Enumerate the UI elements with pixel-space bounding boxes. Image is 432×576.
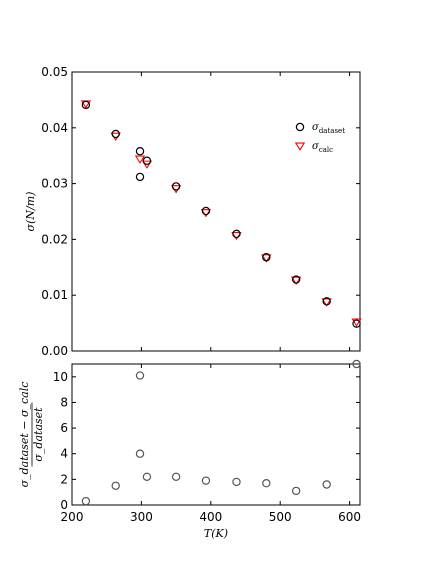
bottom-ytick-label: 8 <box>60 395 68 409</box>
bottom-xtick-label: 600 <box>338 510 361 524</box>
dataset-point <box>111 129 120 139</box>
relative-error-point <box>291 486 301 496</box>
relative-error-point <box>201 476 211 485</box>
dataset-point <box>135 172 145 182</box>
relative-error-point <box>322 480 331 489</box>
dataset-point <box>135 147 145 156</box>
bottom-plot-frame <box>71 363 361 506</box>
relative-error-point <box>135 371 145 380</box>
relative-error-point <box>135 449 145 458</box>
bottom-y-label-denominator: σ_dataset <box>32 407 45 462</box>
dataset-point <box>201 206 211 216</box>
calc-point <box>321 298 332 307</box>
dataset-point <box>171 182 181 191</box>
x-axis-label: T(K) <box>204 527 228 540</box>
relative-error-point <box>262 479 271 488</box>
top-ytick-label: 0.01 <box>41 288 68 302</box>
relative-error-point <box>111 481 120 490</box>
relative-error-point <box>81 496 91 506</box>
dataset-point <box>81 100 91 110</box>
bottom-ytick-label: 10 <box>53 370 68 384</box>
top-y-axis-label: σ(N/m) <box>24 192 37 232</box>
dataset-point <box>291 275 301 284</box>
relative-error-point <box>232 477 241 487</box>
dataset-point <box>352 319 361 328</box>
dataset-point <box>142 156 152 165</box>
calc-point <box>351 318 362 327</box>
bottom-y-axis-label: σ_dataset − σ_calc σ_dataset <box>18 382 45 488</box>
bottom-y-label-numerator: σ_dataset − σ_calc <box>18 382 31 488</box>
legend-dataset-label: σdataset <box>312 122 345 135</box>
bottom-ytick-label: 6 <box>60 421 68 435</box>
legend-calc-marker <box>294 142 306 151</box>
calc-point <box>141 160 153 169</box>
top-ytick-label: 0.04 <box>41 121 68 135</box>
relative-error-point <box>352 359 361 369</box>
bottom-ytick-label: 4 <box>60 447 68 461</box>
calc-point <box>134 155 146 164</box>
calc-point <box>261 254 272 263</box>
calc-point <box>231 232 242 241</box>
top-ytick-label: 0.02 <box>41 232 68 246</box>
bottom-xtick-label: 200 <box>61 510 84 524</box>
top-plot-frame <box>71 71 361 352</box>
bottom-ytick-label: 0 <box>60 498 68 512</box>
legend-dataset-marker <box>295 122 305 132</box>
dataset-point <box>262 253 271 262</box>
top-ytick-label: 0.00 <box>41 344 68 358</box>
relative-error-point <box>142 472 152 481</box>
calc-point <box>290 276 302 285</box>
calc-point <box>200 209 212 218</box>
bottom-xtick-label: 500 <box>269 510 292 524</box>
bottom-xtick-label: 300 <box>130 510 153 524</box>
relative-error-point <box>171 472 181 481</box>
legend-calc-label: σcalc <box>312 141 333 154</box>
bottom-ytick-label: 2 <box>60 472 68 486</box>
top-ytick-label: 0.05 <box>41 65 68 79</box>
dataset-point <box>232 229 241 239</box>
bottom-xtick-label: 400 <box>199 510 222 524</box>
dataset-point <box>322 297 331 306</box>
top-ytick-label: 0.03 <box>41 177 68 191</box>
